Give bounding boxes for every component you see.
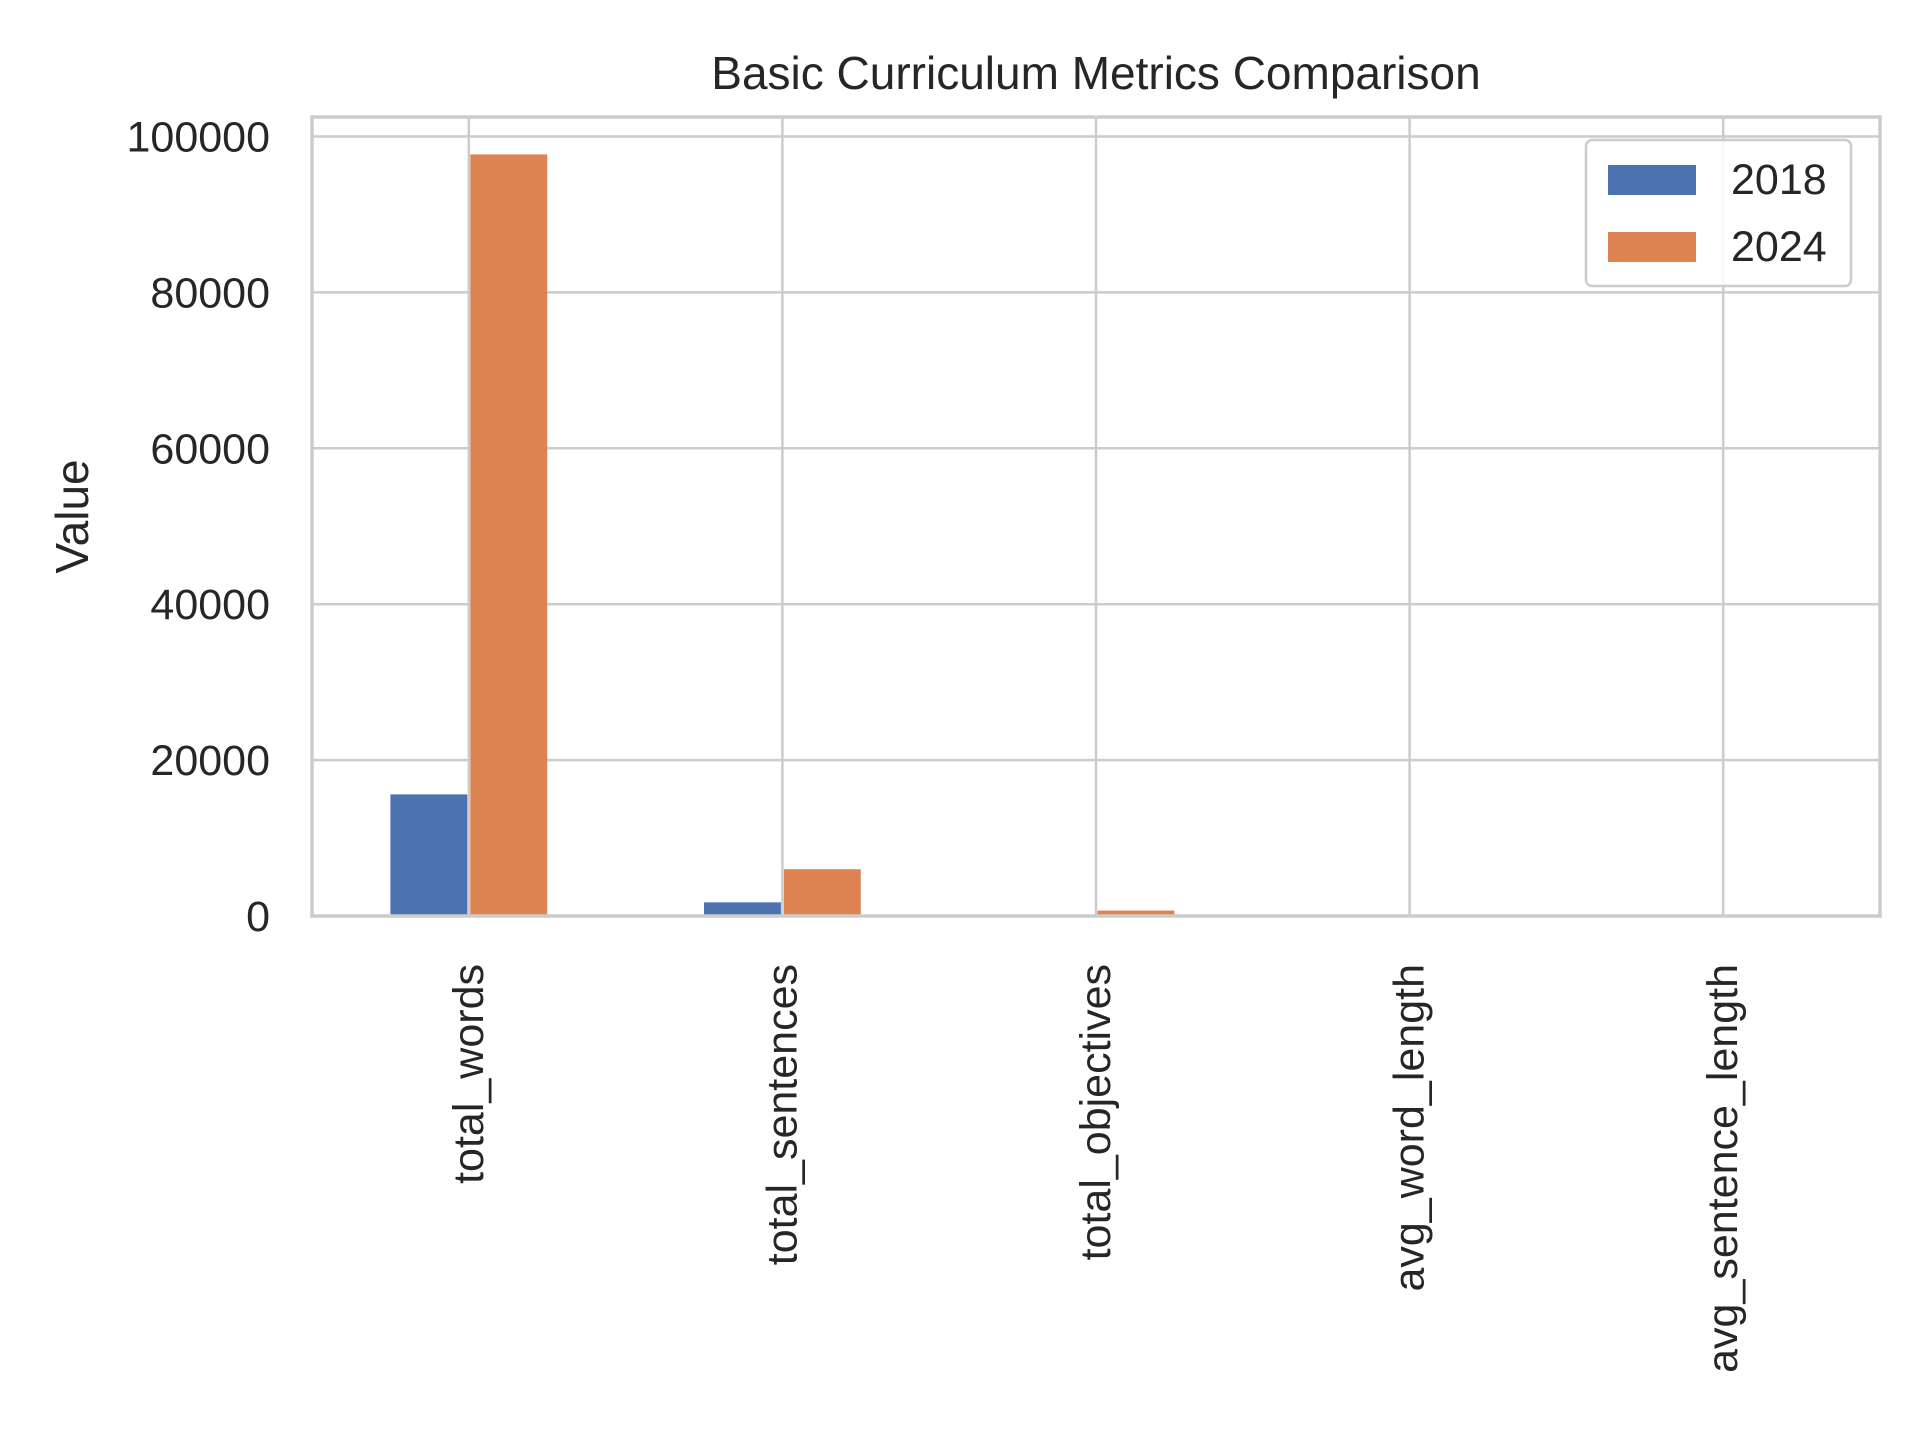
legend-swatch	[1608, 232, 1696, 262]
bars	[390, 154, 1802, 917]
bar-2024-total_words	[470, 154, 548, 917]
x-tick-label: total_objectives	[1072, 964, 1120, 1260]
legend: 2018 2024	[1584, 138, 1853, 288]
y-tick-label: 20000	[150, 737, 270, 785]
y-tick-label: 100000	[127, 113, 271, 161]
y-axis-label: Value	[46, 459, 98, 573]
bar-2024-total_sentences	[783, 869, 861, 916]
y-tick-label: 0	[246, 893, 270, 941]
x-tick-label: total_words	[445, 964, 493, 1184]
y-tick-label: 40000	[150, 581, 270, 629]
legend-label: 2018	[1731, 156, 1827, 204]
bar-2024-total_objectives	[1097, 910, 1175, 916]
legend-swatch	[1608, 165, 1696, 195]
axes-frame	[310, 115, 1882, 918]
legend-label: 2024	[1731, 223, 1827, 271]
y-tick-label: 80000	[150, 269, 270, 317]
x-tick-label: avg_sentence_length	[1699, 964, 1747, 1373]
x-tick-label: avg_word_length	[1386, 964, 1434, 1292]
y-tick-label: 60000	[150, 425, 270, 473]
x-tick-labels: total_words total_sentences total_objectiv…	[445, 964, 1747, 1373]
y-tick-labels: 0 20000 40000 60000 80000 100000	[127, 113, 271, 941]
chart-title: Basic Curriculum Metrics Comparison	[711, 47, 1480, 99]
bar-2018-total_words	[390, 794, 468, 916]
bar-2018-total_sentences	[704, 902, 781, 916]
x-tick-label: total_sentences	[758, 964, 806, 1265]
